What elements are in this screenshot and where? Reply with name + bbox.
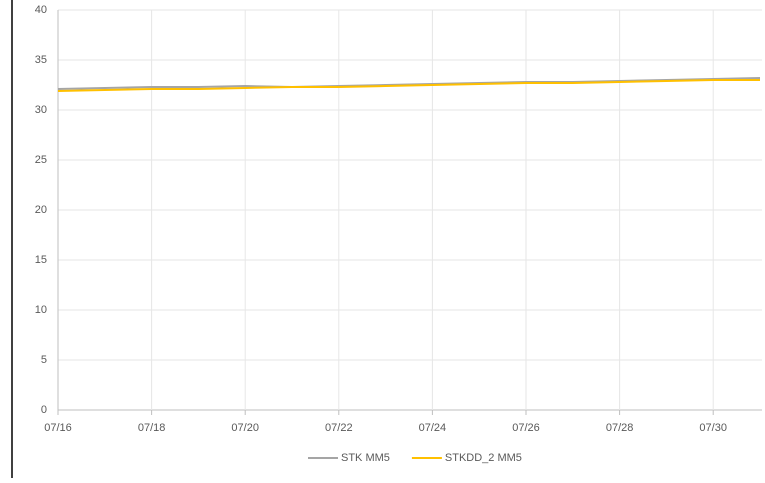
y-tick-label: 10 — [35, 304, 47, 316]
series-line — [57, 77, 761, 90]
x-tick-label: 07/26 — [512, 422, 540, 434]
x-tick-label: 07/20 — [231, 422, 259, 434]
y-tick-label: 15 — [35, 254, 47, 266]
series-line — [57, 79, 760, 92]
y-tick-label: 30 — [35, 104, 47, 116]
y-tick-label: 35 — [35, 54, 47, 66]
x-tick-label: 07/30 — [699, 422, 727, 434]
x-tick-label: 07/24 — [419, 422, 447, 434]
legend-label: STK MM5 — [341, 452, 390, 464]
x-tick-label: 07/28 — [606, 422, 634, 434]
x-tick-label: 07/22 — [325, 422, 353, 434]
y-tick-label: 5 — [41, 354, 47, 366]
legend-label: STKDD_2 MM5 — [445, 452, 522, 464]
y-tick-label: 25 — [35, 154, 47, 166]
y-tick-label: 40 — [35, 4, 47, 16]
x-tick-label: 07/18 — [138, 422, 166, 434]
y-tick-label: 20 — [35, 204, 47, 216]
x-tick-label: 07/16 — [44, 422, 72, 434]
y-tick-label: 0 — [41, 404, 47, 416]
